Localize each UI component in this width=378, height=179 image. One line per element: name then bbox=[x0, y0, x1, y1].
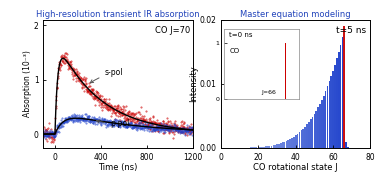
Bar bbox=[250, 147, 252, 148]
Title: Master equation modeling: Master equation modeling bbox=[240, 10, 351, 19]
Bar bbox=[263, 147, 265, 148]
Bar bbox=[330, 76, 332, 148]
Bar bbox=[289, 139, 291, 148]
Bar bbox=[265, 146, 267, 148]
Bar bbox=[284, 142, 285, 148]
Bar bbox=[273, 145, 274, 148]
Bar bbox=[261, 147, 263, 148]
Bar bbox=[252, 147, 254, 148]
Y-axis label: Intensity: Intensity bbox=[189, 65, 198, 102]
Bar bbox=[301, 130, 302, 148]
X-axis label: CO rotational state J: CO rotational state J bbox=[254, 163, 338, 172]
Bar bbox=[347, 147, 349, 148]
Bar bbox=[321, 100, 323, 148]
Bar bbox=[314, 114, 315, 148]
Text: CO J=70: CO J=70 bbox=[155, 26, 190, 35]
Bar bbox=[256, 147, 257, 148]
Bar bbox=[340, 45, 341, 148]
Bar bbox=[334, 65, 336, 148]
Bar bbox=[286, 141, 287, 148]
Y-axis label: Absorption (10⁻³): Absorption (10⁻³) bbox=[23, 50, 33, 117]
Bar bbox=[267, 146, 269, 148]
Bar bbox=[308, 122, 310, 148]
Text: s-pol: s-pol bbox=[90, 68, 123, 83]
Bar bbox=[328, 81, 330, 148]
Bar bbox=[304, 127, 306, 148]
Bar bbox=[269, 146, 271, 148]
Text: p-pol: p-pol bbox=[96, 119, 129, 128]
Bar bbox=[293, 137, 295, 148]
Bar bbox=[259, 147, 261, 148]
Bar bbox=[274, 145, 276, 148]
Title: High-resolution transient IR absorption: High-resolution transient IR absorption bbox=[36, 10, 200, 19]
Bar bbox=[345, 142, 347, 148]
Bar bbox=[338, 52, 339, 148]
Bar bbox=[288, 140, 289, 148]
Bar bbox=[336, 58, 338, 148]
Bar bbox=[258, 147, 259, 148]
Bar bbox=[297, 134, 299, 148]
Bar bbox=[302, 129, 304, 148]
Bar bbox=[344, 26, 345, 148]
Bar bbox=[318, 107, 319, 148]
Bar bbox=[299, 132, 301, 148]
Bar bbox=[312, 117, 313, 148]
Bar bbox=[295, 135, 297, 148]
Bar bbox=[327, 86, 328, 148]
Bar bbox=[276, 144, 278, 148]
Bar bbox=[332, 71, 334, 148]
Bar bbox=[254, 147, 256, 148]
X-axis label: Time (ns): Time (ns) bbox=[98, 163, 138, 172]
Bar bbox=[280, 143, 282, 148]
Bar bbox=[316, 111, 317, 148]
Bar bbox=[291, 138, 293, 148]
Bar bbox=[310, 119, 311, 148]
Bar bbox=[323, 96, 325, 148]
Bar bbox=[319, 104, 321, 148]
Bar bbox=[325, 91, 327, 148]
Bar bbox=[342, 37, 343, 148]
Bar bbox=[282, 142, 284, 148]
Bar bbox=[306, 124, 308, 148]
Bar bbox=[278, 144, 280, 148]
Text: t=5 ns: t=5 ns bbox=[336, 26, 366, 35]
Bar bbox=[271, 146, 273, 148]
